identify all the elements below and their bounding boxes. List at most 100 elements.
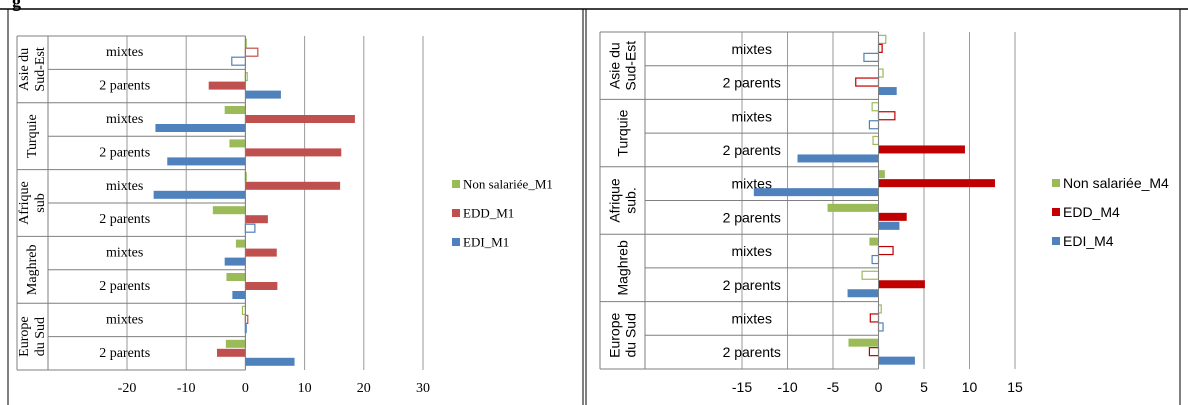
- bar-edi-m1-3: [155, 124, 246, 132]
- x-tick-label: 5: [920, 379, 928, 395]
- group-label-asie-du-sud-est-line-2: Sud-Est: [623, 41, 639, 91]
- group-label-afrique-sub--line-2: sub.: [623, 187, 639, 213]
- bar-edi-m4-5: [753, 188, 879, 197]
- bar-edd-m4-7: [877, 245, 894, 256]
- bar-edd-m1-10: [216, 348, 246, 357]
- legend-swatch-edi-m1: [452, 238, 460, 246]
- group-label-europe-du-sud-line-1: Europe: [17, 316, 32, 356]
- bar-non-salari-e-m4-1: [877, 34, 887, 44]
- row-label-2-parents: 2 parents: [723, 142, 781, 158]
- x-tick-label: 0: [242, 381, 249, 396]
- legend-label-non-salari-e-m1: Non salariée_M1: [463, 177, 553, 192]
- bar-edd-m4-5: [878, 179, 995, 188]
- x-tick-label: -15: [732, 379, 752, 395]
- legend-label-edd-m1: EDD_M1: [463, 206, 514, 221]
- bar-edi-m1-1: [231, 56, 246, 66]
- group-label-maghreb-line-1: Maghreb: [615, 240, 631, 295]
- group-label-europe-du-sud-line-1: Europe: [607, 313, 623, 358]
- bar-edd-m4-9: [869, 313, 880, 323]
- bar-edd-m1-7: [245, 248, 277, 257]
- x-tick-label: 0: [875, 379, 883, 395]
- bar-non-salari-e-m1-6: [212, 206, 246, 215]
- row-label-mixtes: mixtes: [106, 179, 143, 194]
- row-label-2-parents: 2 parents: [723, 344, 781, 360]
- legend-swatch-edd-m1: [452, 209, 460, 217]
- bar-edd-m4-8: [878, 280, 925, 289]
- bar-edd-m4-4: [878, 145, 965, 154]
- bar-non-salari-e-m4-3: [871, 102, 880, 112]
- bar-non-salari-e-m4-5: [878, 170, 885, 179]
- bar-edi-m4-9: [877, 322, 884, 332]
- figure-header: [0, 0, 1188, 8]
- bar-edi-m1-10: [245, 357, 295, 366]
- bar-edd-m4-1: [877, 43, 883, 53]
- bar-non-salari-e-m4-10: [848, 338, 879, 347]
- bar-edi-m1-8: [232, 291, 246, 299]
- group-label-afrique-sub-line-2: sub: [33, 193, 48, 212]
- row-label-mixtes: mixtes: [732, 310, 772, 326]
- bar-edi-m4-2: [878, 87, 897, 96]
- x-tick-label: -10: [177, 381, 196, 396]
- bar-edd-m1-6: [245, 215, 268, 224]
- bar-edi-m4-4: [797, 154, 879, 163]
- bar-edi-m4-6: [878, 221, 900, 230]
- group-label-asie-du-sud-est-line-2: Sud-Est: [33, 47, 48, 91]
- row-label-mixtes: mixtes: [106, 112, 143, 127]
- row-label-2-parents: 2 parents: [723, 209, 781, 225]
- row-label-mixtes: mixtes: [732, 243, 772, 259]
- x-tick-label: 20: [357, 381, 371, 396]
- legend-swatch-edi-m4: [1052, 237, 1060, 245]
- group-label-europe-du-sud-line-2: du Sud: [623, 313, 639, 357]
- group-label-maghreb-line-1: Maghreb: [25, 245, 40, 296]
- group-label-turquie-line-1: Turquie: [25, 114, 40, 158]
- row-label-2-parents: 2 parents: [723, 75, 781, 91]
- row-label-2-parents: 2 parents: [99, 212, 150, 227]
- bar-non-salari-e-m1-3: [224, 106, 246, 114]
- x-tick-label: -20: [118, 381, 137, 396]
- bar-edi-m4-7: [871, 254, 880, 265]
- bar-edd-m1-8: [245, 282, 278, 290]
- legend-label-edi-m4: EDI_M4: [1063, 233, 1114, 249]
- x-tick-label: -5: [827, 379, 840, 395]
- row-label-2-parents: 2 parents: [723, 277, 781, 293]
- x-tick-label: 10: [298, 381, 312, 396]
- bar-edd-m1-1: [244, 47, 259, 57]
- group-label-asie-du-sud-est-line-1: Asie du: [607, 42, 623, 89]
- bar-edd-m1-2: [208, 81, 246, 90]
- legend-swatch-edd-m4: [1052, 208, 1060, 216]
- bar-non-salari-e-m4-6: [827, 203, 879, 212]
- bar-edi-m1-6: [244, 223, 256, 233]
- bar-edd-m1-4: [245, 148, 342, 157]
- bar-edd-m1-5: [245, 181, 341, 190]
- legend-swatch-non-salari-e-m4: [1052, 179, 1060, 187]
- group-label-afrique-sub-line-1: Afrique: [17, 181, 32, 225]
- x-tick-label: 10: [962, 379, 978, 395]
- bar-edi-m1-2: [245, 90, 281, 99]
- bar-edd-m1-3: [245, 115, 355, 123]
- row-label-mixtes: mixtes: [106, 246, 143, 261]
- x-tick-label: 30: [416, 381, 430, 396]
- legend-label-edd-m4: EDD_M4: [1063, 204, 1120, 220]
- bar-edi-m1-5: [153, 190, 246, 199]
- bar-edi-m4-1: [863, 52, 880, 62]
- row-label-2-parents: 2 parents: [99, 145, 150, 160]
- chart-panel-2: Asie du Sud-Est Turquie Afrique sub. Maghreb E…: [599, 31, 1169, 395]
- bar-non-salari-e-m1-10: [225, 339, 246, 348]
- chart-panel-1: Asie du Sud-Est Turquie Afrique sub Maghreb Eu…: [16, 35, 553, 396]
- bar-non-salari-e-m4-8: [861, 270, 880, 280]
- bar-edi-m4-10: [878, 356, 915, 365]
- legend-swatch-non-salari-e-m1: [452, 180, 460, 188]
- bar-non-salari-e-m4-7: [869, 237, 879, 246]
- row-label-mixtes: mixtes: [732, 108, 772, 124]
- legend-label-edi-m1: EDI_M1: [463, 235, 509, 250]
- bar-non-salari-e-m1-8: [226, 273, 246, 281]
- row-label-mixtes: mixtes: [106, 45, 143, 60]
- row-label-mixtes: mixtes: [106, 312, 143, 327]
- x-tick-label: -10: [777, 379, 797, 395]
- group-label-asie-du-sud-est-line-1: Asie du: [17, 48, 32, 91]
- bar-edi-m1-7: [224, 257, 246, 266]
- bar-edd-m4-6: [878, 212, 907, 221]
- bar-edd-m4-2: [855, 77, 880, 87]
- group-label-afrique-sub--line-1: Afrique: [607, 178, 623, 223]
